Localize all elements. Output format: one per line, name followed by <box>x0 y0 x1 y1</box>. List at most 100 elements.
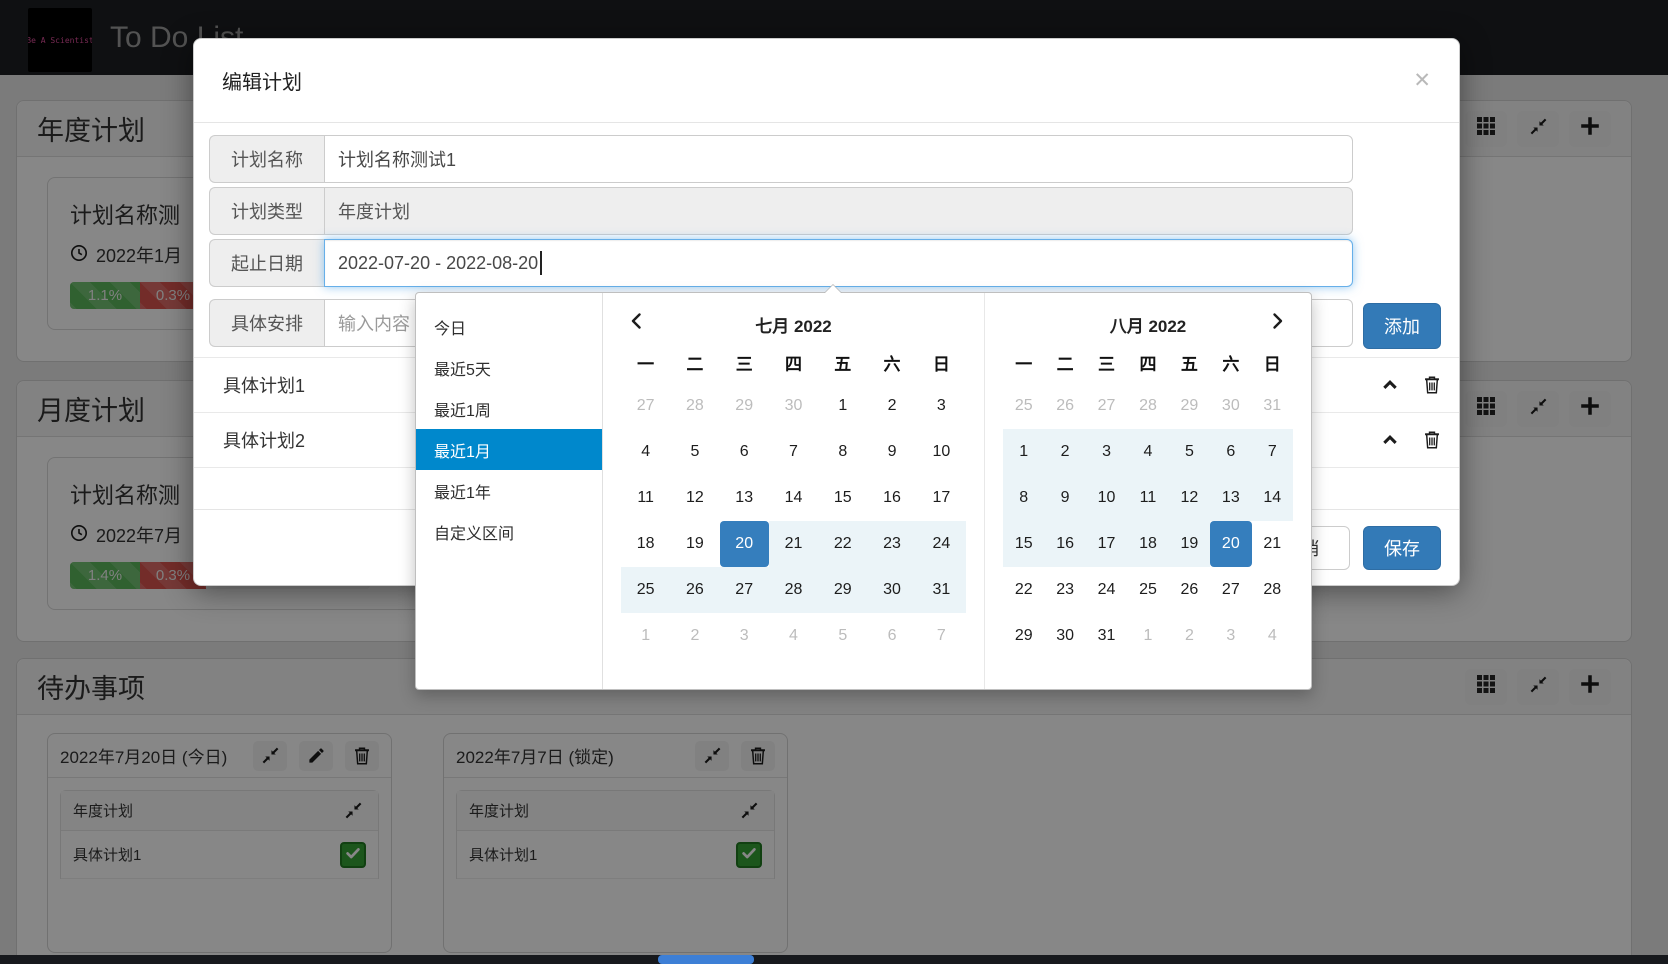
calendar-day[interactable]: 28 <box>1139 397 1157 414</box>
scrollbar-thumb[interactable] <box>658 955 754 964</box>
calendar-day[interactable]: 4 <box>1127 429 1169 475</box>
compress-button[interactable] <box>695 740 729 771</box>
calendar-day[interactable]: 4 <box>641 443 651 460</box>
calendar-day[interactable]: 30 <box>1221 397 1240 414</box>
calendar-day[interactable]: 18 <box>636 535 655 552</box>
calendar-day[interactable]: 5 <box>1168 429 1211 475</box>
calendar-day[interactable]: 6 <box>739 443 749 460</box>
grid-view-button[interactable] <box>1465 390 1507 427</box>
calendar-day[interactable]: 30 <box>1056 627 1075 644</box>
add-plan-button[interactable] <box>1569 110 1611 147</box>
calendar-day[interactable]: 16 <box>1044 521 1086 567</box>
calendar-day[interactable]: 4 <box>789 627 798 644</box>
calendar-day[interactable]: 2 <box>1044 429 1086 475</box>
calendar-day[interactable]: 1 <box>1003 429 1045 475</box>
calendar-day[interactable]: 17 <box>932 489 951 506</box>
app-logo[interactable]: Be A Scientist <box>28 8 92 72</box>
calendar-day[interactable]: 1 <box>1143 627 1153 644</box>
calendar-day[interactable]: 24 <box>916 521 966 567</box>
calendar-day[interactable]: 6 <box>1210 429 1252 475</box>
calendar-day[interactable]: 31 <box>1097 627 1116 644</box>
calendar-day[interactable]: 17 <box>1085 521 1128 567</box>
add-item-button[interactable]: 添加 <box>1363 303 1441 349</box>
trash-button[interactable] <box>1423 375 1441 395</box>
calendar-day[interactable]: 26 <box>670 567 720 613</box>
calendar-day[interactable]: 19 <box>686 535 704 552</box>
calendar-day[interactable]: 21 <box>768 521 819 567</box>
calendar-day[interactable]: 29 <box>1180 397 1199 414</box>
calendar-day[interactable]: 12 <box>686 489 704 506</box>
calendar-day[interactable]: 11 <box>637 489 654 506</box>
calendar-day[interactable]: 26 <box>1180 581 1199 598</box>
calendar-day[interactable]: 12 <box>1168 475 1211 521</box>
checkbox-checked[interactable] <box>340 841 366 868</box>
calendar-day[interactable]: 7 <box>936 627 946 644</box>
calendar-day[interactable]: 14 <box>784 489 803 506</box>
range-option-2[interactable]: 最近1周 <box>434 402 491 420</box>
calendar-day[interactable]: 3 <box>1226 627 1236 644</box>
calendar-day[interactable]: 3 <box>739 627 749 644</box>
calendar-day[interactable]: 1 <box>641 627 651 644</box>
calendar-day[interactable]: 9 <box>887 443 897 460</box>
calendar-day[interactable]: 10 <box>932 443 951 460</box>
calendar-day[interactable]: 27 <box>1097 397 1116 414</box>
add-todo-button[interactable] <box>1569 668 1611 705</box>
calendar-day[interactable]: 24 <box>1097 581 1116 598</box>
grid-view-button[interactable] <box>1465 668 1507 705</box>
compress-button[interactable] <box>1517 110 1559 147</box>
save-button[interactable]: 保存 <box>1363 525 1441 570</box>
chevron-up-button[interactable] <box>1381 376 1399 394</box>
calendar-day[interactable]: 29 <box>818 567 868 613</box>
range-option-5[interactable]: 自定义区间 <box>434 525 515 543</box>
calendar-day[interactable]: 29 <box>735 397 754 414</box>
calendar-day[interactable]: 27 <box>636 397 655 414</box>
add-plan-button[interactable] <box>1569 390 1611 427</box>
calendar-day[interactable]: 5 <box>690 443 700 460</box>
trash-button[interactable] <box>345 740 379 771</box>
chevron-up-button[interactable] <box>1381 431 1399 449</box>
calendar-day[interactable]: 10 <box>1085 475 1128 521</box>
calendar-day[interactable]: 22 <box>1014 581 1033 598</box>
date-range-input[interactable]: 2022-07-20 - 2022-08-20 <box>324 239 1353 287</box>
calendar-day[interactable]: 25 <box>621 567 671 613</box>
range-option-1[interactable]: 最近5天 <box>434 361 491 379</box>
pencil-button[interactable] <box>299 740 333 771</box>
plan-name-input[interactable]: 计划名称测试1 <box>324 135 1353 183</box>
trash-button[interactable] <box>741 740 775 771</box>
calendar-day[interactable]: 23 <box>867 521 917 567</box>
calendar-day[interactable]: 7 <box>789 443 798 460</box>
calendar-day[interactable]: 19 <box>1168 521 1211 567</box>
calendar-day[interactable]: 7 <box>1251 429 1293 475</box>
grid-view-button[interactable] <box>1465 110 1507 147</box>
calendar-day[interactable]: 28 <box>768 567 819 613</box>
calendar-day[interactable]: 2 <box>1184 627 1194 644</box>
trash-button[interactable] <box>1423 430 1441 450</box>
calendar-day[interactable]: 5 <box>838 627 848 644</box>
checkbox-checked[interactable] <box>736 841 762 868</box>
calendar-day[interactable]: 2 <box>887 397 897 414</box>
calendar-day-selected[interactable]: 20 <box>1210 521 1252 567</box>
calendar-day[interactable]: 15 <box>833 489 852 506</box>
calendar-day[interactable]: 25 <box>1139 581 1157 598</box>
range-option-0[interactable]: 今日 <box>434 320 467 338</box>
calendar-day[interactable]: 1 <box>838 397 848 414</box>
compress-button[interactable] <box>1517 668 1559 705</box>
calendar-day[interactable]: 8 <box>838 443 848 460</box>
calendar-day[interactable]: 26 <box>1056 397 1075 414</box>
calendar-day[interactable]: 8 <box>1003 475 1045 521</box>
calendar-day[interactable]: 3 <box>936 397 946 414</box>
calendar-day[interactable]: 16 <box>883 489 901 506</box>
calendar-day[interactable]: 6 <box>887 627 897 644</box>
calendar-day[interactable]: 13 <box>735 489 754 506</box>
calendar-day[interactable]: 31 <box>916 567 966 613</box>
compress-button[interactable] <box>1517 390 1559 427</box>
calendar-day[interactable]: 25 <box>1014 397 1033 414</box>
range-option-4[interactable]: 最近1年 <box>434 484 491 502</box>
calendar-day[interactable]: 22 <box>818 521 868 567</box>
calendar-day[interactable]: 28 <box>686 397 704 414</box>
calendar-day[interactable]: 4 <box>1267 627 1277 644</box>
calendar-day[interactable]: 23 <box>1056 581 1075 598</box>
compress-button[interactable] <box>253 740 287 771</box>
calendar-day[interactable]: 30 <box>867 567 917 613</box>
calendar-day[interactable]: 15 <box>1003 521 1045 567</box>
